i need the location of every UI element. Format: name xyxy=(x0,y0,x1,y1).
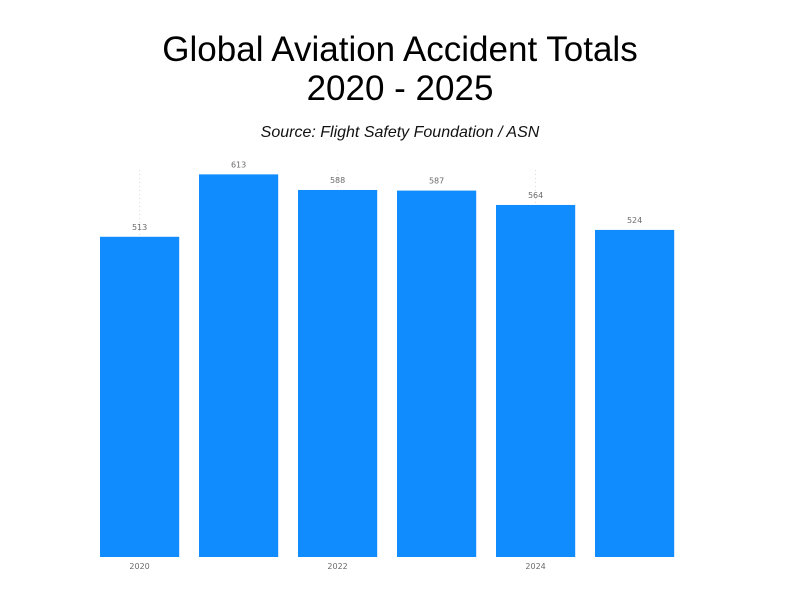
bar-2021 xyxy=(199,174,279,557)
bar-2023 xyxy=(397,190,477,557)
bars xyxy=(100,174,675,558)
chart-title-line1: Global Aviation Accident Totals xyxy=(162,30,638,69)
data-label-2020: 513 xyxy=(132,223,147,232)
chart-subtitle: Source: Flight Safety Foundation / ASN xyxy=(260,124,540,141)
data-label-2025: 524 xyxy=(627,216,642,225)
chart-title: Global Aviation Accident Totals 2020 - 2… xyxy=(0,30,800,108)
data-label-2021: 613 xyxy=(231,160,246,169)
data-label-2023: 587 xyxy=(429,177,444,186)
data-label-2022: 588 xyxy=(330,176,345,185)
chart-title-line2: 2020 - 2025 xyxy=(306,69,494,108)
data-labels: 513 613 588 587 564 524 xyxy=(132,160,642,231)
bar-2020 xyxy=(100,236,180,558)
x-tick-label-2020: 2020 xyxy=(129,562,149,571)
bar-2025 xyxy=(595,229,675,557)
x-tick-label-2024: 2024 xyxy=(525,562,545,571)
x-axis-ticks: 2020 2022 2024 xyxy=(129,562,545,571)
data-label-2024: 564 xyxy=(528,191,543,200)
bar-2024 xyxy=(496,204,576,557)
bar-2022 xyxy=(298,189,378,558)
x-tick-label-2022: 2022 xyxy=(327,562,347,571)
